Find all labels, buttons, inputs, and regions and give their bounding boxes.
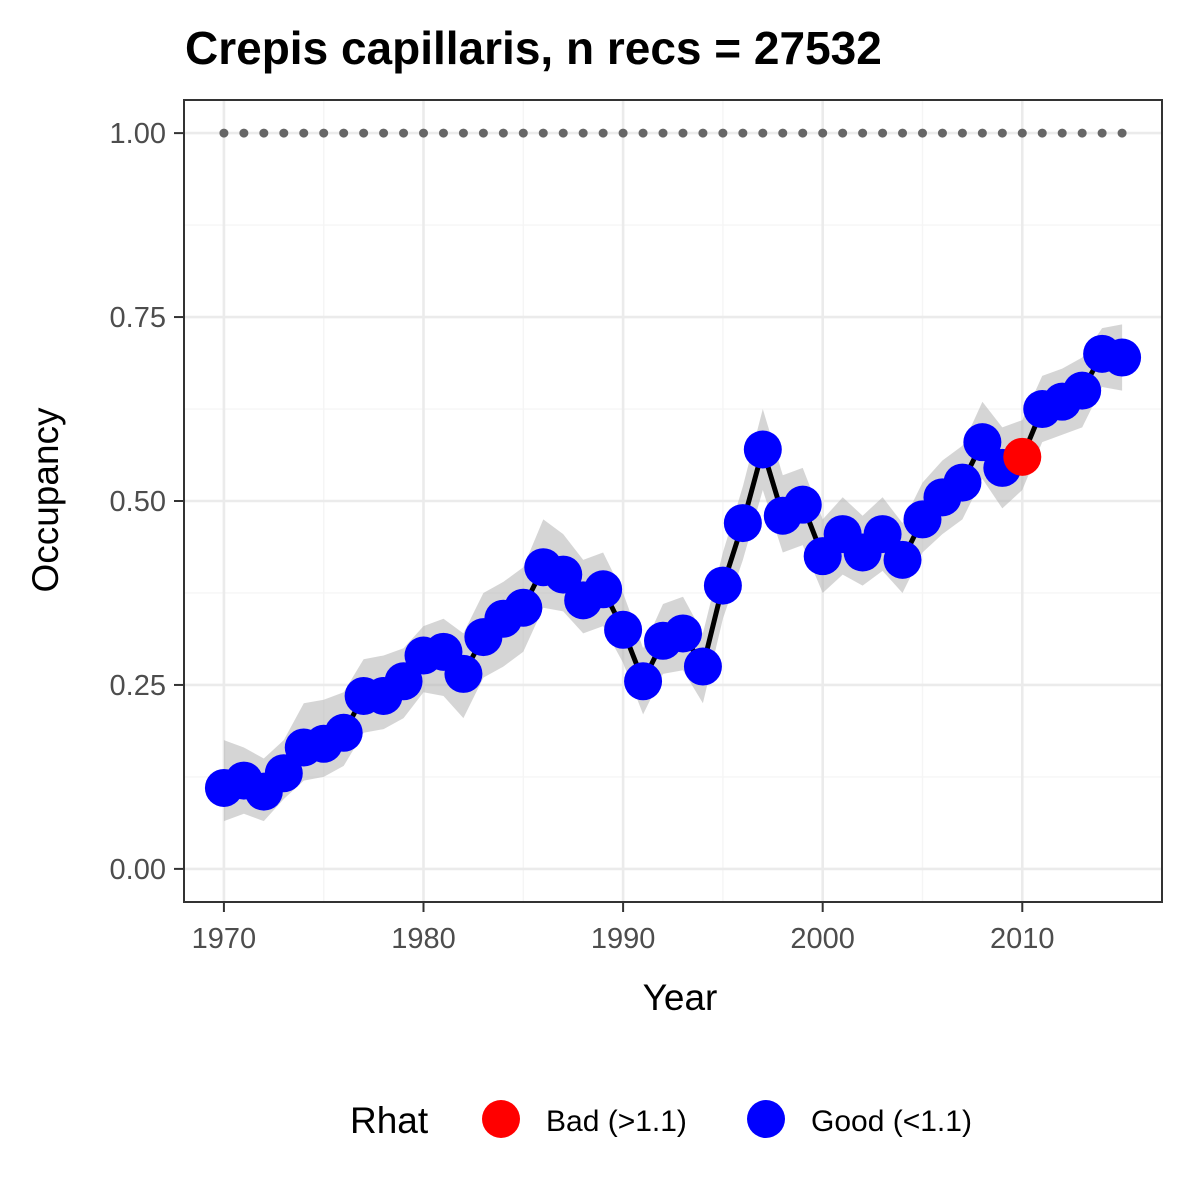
legend-key-bad bbox=[482, 1100, 520, 1138]
legend-title: Rhat bbox=[350, 1100, 429, 1141]
y-tick-label: 0.75 bbox=[110, 302, 166, 334]
reference-dot bbox=[977, 128, 987, 138]
reference-dot bbox=[898, 128, 908, 138]
reference-dot bbox=[878, 128, 888, 138]
reference-dot bbox=[658, 128, 668, 138]
data-point-good bbox=[883, 540, 922, 579]
reference-dot bbox=[1057, 128, 1067, 138]
data-point-good bbox=[504, 588, 543, 627]
data-point-good bbox=[703, 566, 742, 605]
reference-dot bbox=[339, 128, 349, 138]
reference-dot bbox=[1097, 128, 1107, 138]
reference-dot bbox=[758, 128, 768, 138]
data-point-good bbox=[1063, 371, 1102, 410]
data-point-good bbox=[723, 504, 762, 543]
reference-dot bbox=[738, 128, 748, 138]
reference-dot bbox=[718, 128, 728, 138]
data-point-good bbox=[743, 430, 782, 469]
data-point-good bbox=[783, 485, 822, 524]
reference-dot bbox=[399, 128, 409, 138]
data-points-layer bbox=[204, 334, 1142, 811]
reference-dot bbox=[299, 128, 309, 138]
reference-dot bbox=[937, 128, 947, 138]
reference-dot bbox=[219, 128, 229, 138]
data-point-good bbox=[683, 647, 722, 686]
confidence-ribbon-layer bbox=[223, 324, 1123, 822]
reference-dot bbox=[678, 128, 688, 138]
y-tick-label: 0.00 bbox=[110, 854, 166, 886]
chart-title: Crepis capillaris, n recs = 27532 bbox=[185, 22, 882, 74]
legend-label-good: Good (<1.1) bbox=[811, 1105, 972, 1138]
reference-dot bbox=[259, 128, 269, 138]
x-tick-label: 1980 bbox=[391, 923, 456, 955]
data-point-good bbox=[624, 662, 663, 701]
reference-dot bbox=[997, 128, 1007, 138]
reference-dot bbox=[618, 128, 628, 138]
reference-dot bbox=[279, 128, 289, 138]
reference-dot bbox=[917, 128, 927, 138]
reference-dot bbox=[698, 128, 708, 138]
reference-dot bbox=[778, 128, 788, 138]
reference-dot bbox=[598, 128, 608, 138]
reference-dot bbox=[957, 128, 967, 138]
confidence-ribbon bbox=[223, 324, 1123, 822]
data-point-bad bbox=[1003, 437, 1042, 476]
reference-dot bbox=[858, 128, 868, 138]
reference-dot bbox=[438, 128, 448, 138]
reference-dot bbox=[838, 128, 848, 138]
data-point-good bbox=[384, 662, 423, 701]
data-point-good bbox=[943, 463, 982, 502]
reference-dot bbox=[638, 128, 648, 138]
grid-lines bbox=[184, 100, 1162, 902]
legend-key-good bbox=[747, 1100, 785, 1138]
reference-dot bbox=[498, 128, 508, 138]
data-point-good bbox=[1103, 338, 1142, 377]
x-tick-label: 2000 bbox=[790, 923, 855, 955]
x-tick-label: 1990 bbox=[591, 923, 656, 955]
reference-dot bbox=[1117, 128, 1127, 138]
axes-layer: 1970 1980 1990 2000 2010 0.00 0.25 0.50 0.75 1.00 bbox=[110, 118, 1055, 955]
data-point-good bbox=[963, 423, 1002, 462]
reference-dot bbox=[518, 128, 528, 138]
data-point-good bbox=[604, 610, 643, 649]
x-axis-title: Year bbox=[643, 977, 718, 1018]
reference-dot bbox=[379, 128, 389, 138]
y-axis-title: Occupancy bbox=[25, 407, 66, 593]
reference-dot bbox=[239, 128, 249, 138]
data-point-good bbox=[863, 515, 902, 554]
reference-dot bbox=[578, 128, 588, 138]
legend: Rhat Bad (>1.1) Good (<1.1) bbox=[350, 1100, 972, 1141]
x-tick-label: 1970 bbox=[192, 923, 257, 955]
reference-dot bbox=[1017, 128, 1027, 138]
reference-dot bbox=[419, 128, 429, 138]
reference-dot bbox=[818, 128, 828, 138]
reference-line-layer bbox=[219, 128, 1127, 138]
data-point-good bbox=[544, 555, 583, 594]
y-tick-label: 0.25 bbox=[110, 670, 166, 702]
data-point-good bbox=[584, 570, 623, 609]
y-tick-label: 0.50 bbox=[110, 486, 166, 518]
data-point-good bbox=[444, 654, 483, 693]
reference-dot bbox=[458, 128, 468, 138]
data-point-good bbox=[324, 713, 363, 752]
reference-dot bbox=[1077, 128, 1087, 138]
reference-dot bbox=[538, 128, 548, 138]
data-point-good bbox=[264, 754, 303, 793]
reference-dot bbox=[478, 128, 488, 138]
legend-label-bad: Bad (>1.1) bbox=[546, 1105, 687, 1138]
data-point-good bbox=[663, 614, 702, 653]
x-tick-label: 2010 bbox=[990, 923, 1055, 955]
reference-dot bbox=[798, 128, 808, 138]
y-tick-label: 1.00 bbox=[110, 118, 166, 150]
reference-dot bbox=[319, 128, 329, 138]
reference-dot bbox=[558, 128, 568, 138]
reference-dot bbox=[1037, 128, 1047, 138]
reference-dot bbox=[359, 128, 369, 138]
